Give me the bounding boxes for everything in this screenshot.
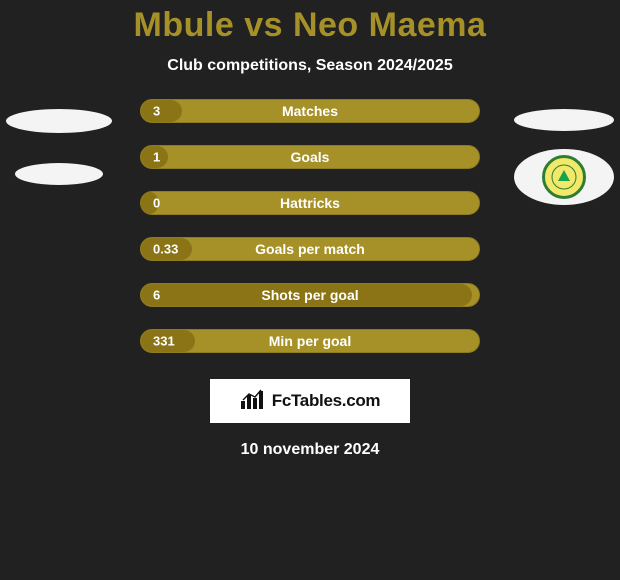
bars-icon xyxy=(240,389,266,414)
stat-bar: 6 Shots per goal xyxy=(140,283,480,307)
stat-value: 3 xyxy=(153,104,160,119)
stat-value: 6 xyxy=(153,288,160,303)
club-badge-inner xyxy=(542,155,586,199)
left-badges xyxy=(6,109,112,185)
stat-bar: 3 Matches xyxy=(140,99,480,123)
stat-bar: 331 Min per goal xyxy=(140,329,480,353)
stat-bar: 1 Goals xyxy=(140,145,480,169)
team-badge-placeholder xyxy=(6,109,112,133)
right-badges xyxy=(514,109,614,205)
stat-bar: 0 Hattricks xyxy=(140,191,480,215)
club-badge xyxy=(514,149,614,205)
stat-value: 1 xyxy=(153,150,160,165)
stat-label: Hattricks xyxy=(280,195,340,211)
stat-label: Goals xyxy=(291,149,330,165)
fctables-logo: FcTables.com xyxy=(210,379,410,423)
stat-label: Shots per goal xyxy=(261,287,358,303)
team-badge-placeholder xyxy=(514,109,614,131)
content-area: 3 Matches 1 Goals 0 Hattricks 0.33 Goals per ma… xyxy=(0,99,620,459)
stat-label: Matches xyxy=(282,103,338,119)
stat-bar-fill xyxy=(141,100,182,122)
team-badge-placeholder xyxy=(15,163,103,185)
date-line: 10 november 2024 xyxy=(241,441,380,459)
stat-value: 0 xyxy=(153,196,160,211)
stat-value: 331 xyxy=(153,334,175,349)
stat-bar: 0.33 Goals per match xyxy=(140,237,480,261)
page-subtitle: Club competitions, Season 2024/2025 xyxy=(167,57,452,75)
logo-text: FcTables.com xyxy=(272,391,381,411)
stat-label: Min per goal xyxy=(269,333,351,349)
stat-label: Goals per match xyxy=(255,241,365,257)
stat-value: 0.33 xyxy=(153,242,178,257)
page-title: Mbule vs Neo Maema xyxy=(134,6,487,45)
